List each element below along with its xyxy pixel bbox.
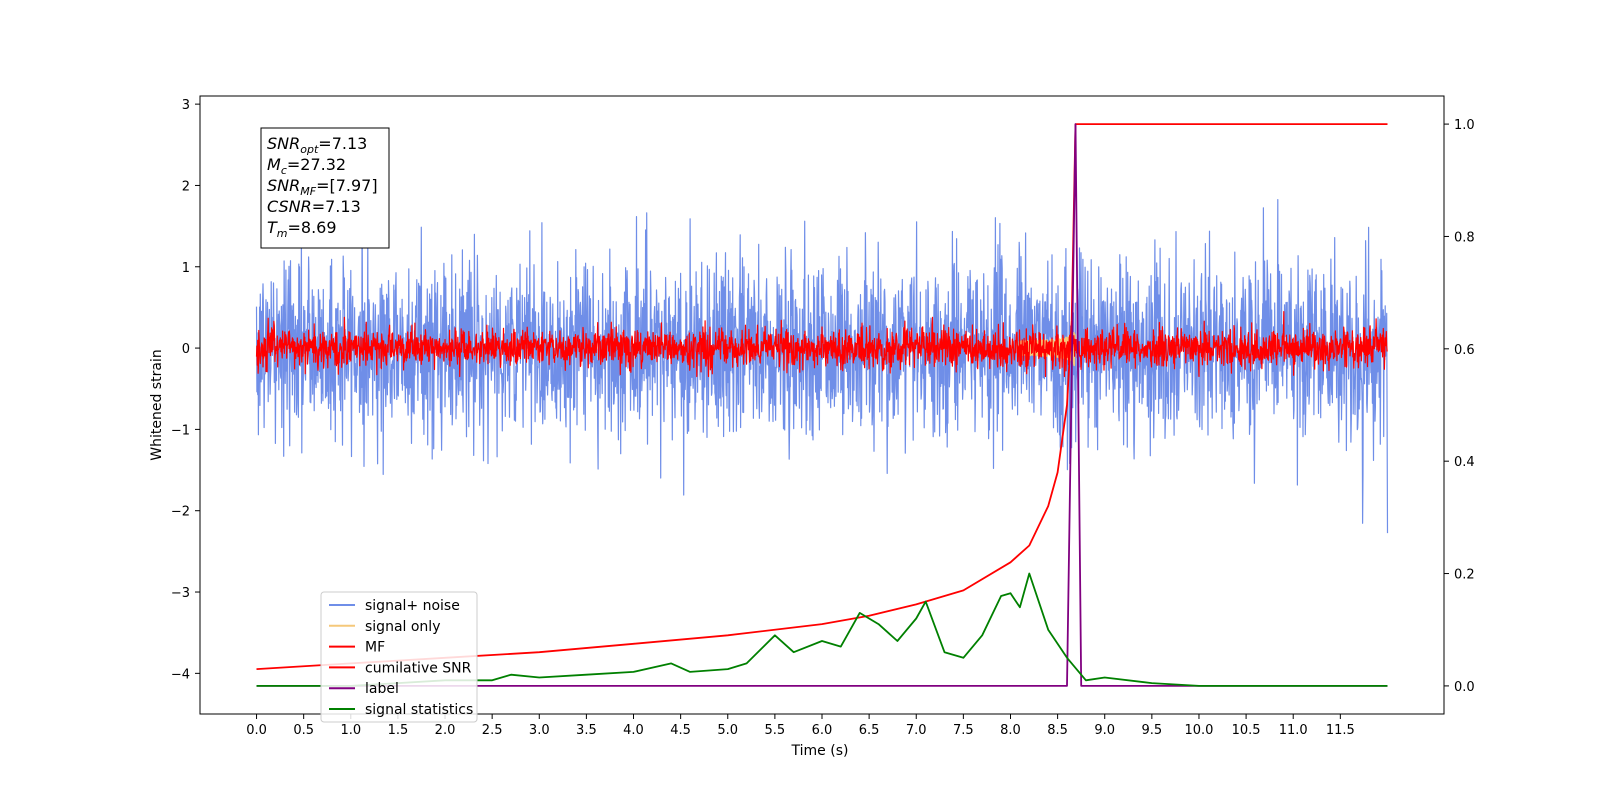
- x-tick-label: 0.0: [246, 723, 267, 738]
- y-tick-label: −4: [171, 667, 190, 682]
- series-layer: [255, 123, 1389, 687]
- y-tick-label: 1: [182, 261, 190, 276]
- x-tick-label: 9.5: [1142, 723, 1163, 738]
- x-tick-label: 11.0: [1279, 723, 1308, 738]
- x-tick-label: 3.0: [529, 723, 550, 738]
- y-right-tick-label: 0.2: [1454, 568, 1475, 583]
- y-tick-label: −2: [171, 505, 190, 520]
- legend-label: signal statistics: [365, 702, 473, 718]
- y-right-tick-label: 1.0: [1454, 118, 1475, 133]
- info-box-line: SNRMF=[7.97]: [267, 176, 378, 198]
- y-axis-label: Whitened strain: [149, 349, 165, 460]
- legend: signal+ noise signal only MF cumilative SNR…: [320, 591, 478, 723]
- legend-label: MF: [365, 640, 385, 656]
- x-tick-label: 7.0: [906, 723, 927, 738]
- x-tick-label: 8.0: [1000, 723, 1021, 738]
- x-tick-label: 5.5: [765, 723, 786, 738]
- x-tick-label: 6.5: [859, 723, 880, 738]
- y-tick-label: 0: [182, 342, 190, 357]
- y-right-tick-label: 0.0: [1454, 680, 1475, 695]
- legend-label: signal+ noise: [365, 598, 460, 614]
- legend-frame: [320, 591, 478, 723]
- series-mf: [255, 311, 1388, 378]
- x-tick-label: 2.0: [435, 723, 456, 738]
- x-tick-label: 1.5: [388, 723, 409, 738]
- x-tick-label: 5.0: [717, 723, 738, 738]
- x-tick-label: 7.5: [953, 723, 974, 738]
- info-box-line: CSNR=7.13: [267, 197, 361, 216]
- series-label: [256, 123, 1388, 687]
- info-box-line: Mc=27.32: [267, 155, 346, 177]
- series-signal-statistics: [256, 572, 1388, 687]
- y-tick-label: 2: [182, 179, 190, 194]
- x-tick-label: 0.5: [293, 723, 314, 738]
- y-right-tick-label: 0.8: [1454, 230, 1475, 245]
- x-tick-label: 3.5: [576, 723, 597, 738]
- x-tick-label: 10.0: [1184, 723, 1213, 738]
- info-box-frame: [260, 127, 390, 249]
- x-axis: 0.0 0.5 1.0 1.5 2.0 2.5 3.0 3.5 4.0 4.5 5.0 5.5 6.0 6…: [246, 714, 1355, 738]
- y-tick-label: −3: [171, 586, 190, 601]
- x-tick-label: 6.0: [812, 723, 833, 738]
- x-axis-label: Time (s): [791, 743, 849, 759]
- x-tick-label: 1.0: [340, 723, 361, 738]
- x-tick-label: 4.5: [670, 723, 691, 738]
- legend-label: cumilative SNR: [365, 660, 472, 676]
- info-box: SNRopt=7.13Mc=27.32SNRMF=[7.97]CSNR=7.13…: [260, 127, 390, 249]
- y-axis-right: 1.0 0.8 0.6 0.4 0.2 0.0: [1444, 118, 1475, 695]
- series-cumilative-snr: [256, 123, 1388, 670]
- x-tick-label: 9.0: [1094, 723, 1115, 738]
- x-tick-label: 8.5: [1047, 723, 1068, 738]
- y-right-tick-label: 0.6: [1454, 343, 1475, 358]
- series-signal-noise: [255, 199, 1389, 534]
- x-tick-label: 10.5: [1232, 723, 1261, 738]
- x-tick-label: 2.5: [482, 723, 503, 738]
- y-tick-label: 3: [182, 98, 190, 113]
- x-tick-label: 11.5: [1326, 723, 1355, 738]
- y-tick-label: −1: [171, 423, 190, 438]
- legend-label: signal only: [365, 619, 440, 635]
- legend-label: label: [365, 681, 399, 697]
- y-right-tick-label: 0.4: [1454, 455, 1475, 470]
- y-axis-left: 3 2 1 0 −1 −2 −3 −4: [171, 98, 200, 682]
- x-tick-label: 4.0: [623, 723, 644, 738]
- info-box-line: Tm=8.69: [267, 218, 337, 240]
- info-box-line: SNRopt=7.13: [267, 134, 367, 156]
